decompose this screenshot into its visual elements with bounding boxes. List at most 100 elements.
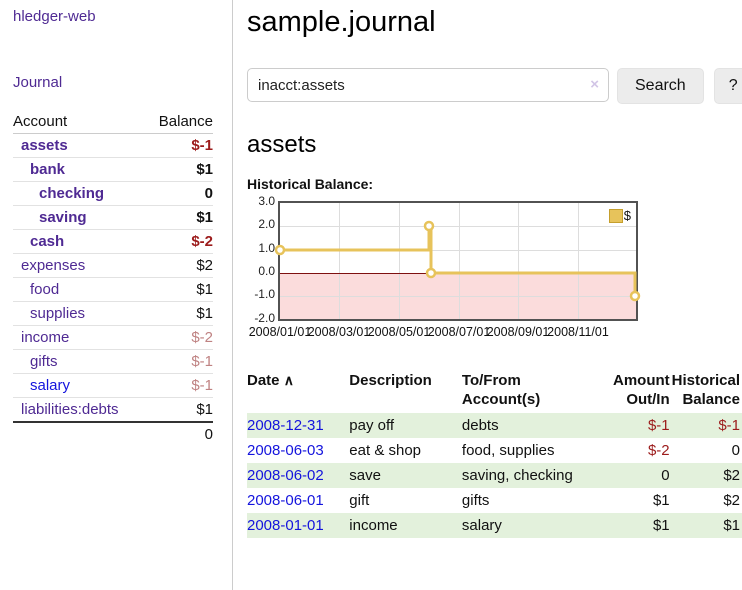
account-row: cash $-2 [13, 229, 213, 254]
y-tick-label: 1.0 [258, 241, 275, 255]
transaction-date-link[interactable]: 2008-06-01 [247, 492, 324, 509]
transaction-accounts: saving, checking [461, 467, 573, 484]
transaction-description: eat & shop [349, 442, 422, 459]
register-col-amount: Amount Out/In [612, 372, 670, 408]
x-tick-label: 2008/01/01 [248, 325, 312, 339]
transaction-date-link[interactable]: 2008-01-01 [247, 517, 324, 534]
transaction-amount: $1 [652, 492, 670, 509]
chart-gridline [459, 203, 460, 319]
chart-gridline [518, 203, 519, 319]
chart-gridline [280, 296, 636, 297]
transaction-accounts: debts [461, 417, 499, 434]
data-point-marker [629, 290, 641, 302]
account-heading: assets [247, 131, 317, 158]
x-tick-label: 2008/09/01 [486, 325, 550, 339]
account-link-salary[interactable]: salary [30, 377, 71, 394]
search-button[interactable]: Search [617, 68, 704, 104]
sidebar-item-journal[interactable]: Journal [13, 74, 63, 91]
chart-gridline [578, 203, 579, 319]
chart-title: Historical Balance: [247, 176, 374, 192]
transaction-date-link[interactable]: 2008-06-02 [247, 467, 324, 484]
data-point-marker [425, 267, 437, 279]
chart-plot-area: $ [274, 201, 641, 321]
account-balance: $1 [145, 397, 213, 423]
y-tick-label: 3.0 [258, 194, 275, 208]
account-balance: $-2 [145, 229, 213, 254]
account-balance: $-1 [145, 349, 213, 374]
legend-swatch-icon [608, 208, 623, 223]
account-balance: $1 [145, 157, 213, 182]
account-row: expenses $2 [13, 253, 213, 278]
accounts-col-account: Account [13, 110, 146, 134]
historical-balance-chart: 3.0 2.0 1.0 0.0 -1.0 -2.0 [247, 194, 742, 353]
chart-legend: $ [608, 208, 631, 223]
transaction-accounts: food, supplies [461, 442, 555, 459]
account-balance: $2 [145, 253, 213, 278]
transaction-date-link[interactable]: 2008-06-03 [247, 442, 324, 459]
chart-gridline [339, 203, 340, 319]
accounts-total-row: 0 [13, 421, 213, 446]
account-link-checking[interactable]: checking [39, 185, 105, 202]
clear-search-icon[interactable]: × [590, 76, 599, 93]
account-balance: $1 [145, 277, 213, 302]
transaction-description: pay off [349, 417, 395, 434]
account-link-expenses[interactable]: expenses [21, 257, 86, 274]
accounts-total-value: 0 [145, 421, 213, 446]
register-row[interactable]: 2008-06-03 eat & shop food, supplies $-2… [247, 438, 742, 463]
accounts-table: Account Balance assets $-1 bank $1 checkin… [13, 110, 213, 446]
transaction-date-link[interactable]: 2008-12-31 [247, 417, 324, 434]
account-link-gifts[interactable]: gifts [30, 353, 58, 370]
main-panel: sample.journal × Search ? assets Histori… [233, 0, 742, 538]
account-link-liabilities-debts[interactable]: liabilities:debts [21, 401, 119, 418]
account-row: liabilities:debts $1 [13, 397, 213, 423]
register-row[interactable]: 2008-01-01 income salary $1 $1 [247, 513, 742, 538]
transaction-accounts: gifts [461, 492, 490, 509]
account-row: checking 0 [13, 181, 213, 206]
account-balance: $1 [145, 205, 213, 230]
accounts-col-balance: Balance [145, 110, 213, 134]
register-col-description: Description [349, 372, 432, 389]
account-link-saving[interactable]: saving [39, 209, 87, 226]
register-row[interactable]: 2008-06-02 save saving, checking 0 $2 [247, 463, 742, 488]
x-tick-label: 2008/05/01 [367, 325, 431, 339]
y-tick-label: 0.0 [258, 264, 275, 278]
help-button[interactable]: ? [713, 68, 742, 104]
y-tick-label: -1.0 [254, 287, 275, 301]
account-row: supplies $1 [13, 301, 213, 326]
account-link-assets[interactable]: assets [21, 137, 68, 154]
account-row: income $-2 [13, 325, 213, 350]
account-row: saving $1 [13, 205, 213, 230]
legend-label: $ [623, 208, 631, 223]
account-row: salary $-1 [13, 373, 213, 398]
transaction-description: gift [349, 492, 370, 509]
account-link-income[interactable]: income [21, 329, 70, 346]
transaction-balance: $2 [723, 492, 740, 509]
account-link-supplies[interactable]: supplies [30, 305, 86, 322]
account-row: gifts $-1 [13, 349, 213, 374]
data-point-marker [423, 220, 435, 232]
balance-line-series [274, 220, 641, 302]
register-row[interactable]: 2008-06-01 gift gifts $1 $2 [247, 488, 742, 513]
register-col-date[interactable]: Date ∧ [247, 369, 349, 413]
y-tick-label: 2.0 [258, 217, 275, 231]
transaction-balance: $-1 [718, 417, 740, 434]
register-row[interactable]: 2008-12-31 pay off debts $-1 $-1 [247, 413, 742, 438]
account-balance: 0 [145, 181, 213, 206]
search-input[interactable] [247, 68, 609, 102]
transaction-description: save [349, 467, 381, 484]
x-tick-label: 2008/11/01 [547, 325, 609, 339]
account-link-bank[interactable]: bank [30, 161, 66, 178]
transaction-amount: $1 [652, 517, 670, 534]
register-table: Date ∧ Description To/From Account(s) Am… [247, 369, 742, 538]
page-title: sample.journal [247, 6, 436, 38]
account-link-cash[interactable]: cash [30, 233, 65, 250]
sidebar: hledger-web Journal Account Balance asse… [0, 0, 233, 590]
chart-gridline [280, 226, 636, 227]
account-link-food[interactable]: food [30, 281, 60, 298]
y-tick-label: -2.0 [254, 311, 275, 325]
register-col-accounts: To/From Account(s) [461, 372, 541, 408]
transaction-amount: $-2 [647, 442, 670, 459]
transaction-accounts: salary [461, 517, 502, 534]
brand-link[interactable]: hledger-web [13, 8, 96, 25]
register-col-date-label: Date [247, 372, 280, 389]
